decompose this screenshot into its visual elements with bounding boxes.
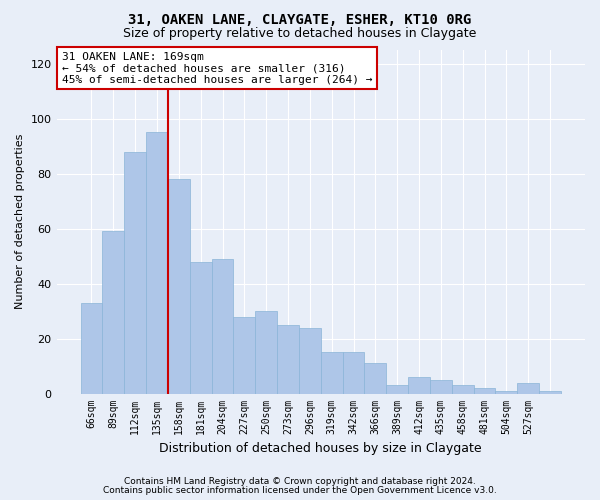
Bar [255,311,277,394]
Bar [146,132,168,394]
Bar [343,352,364,394]
Bar [430,380,452,394]
Text: Contains HM Land Registry data © Crown copyright and database right 2024.: Contains HM Land Registry data © Crown c… [124,477,476,486]
Bar [212,259,233,394]
Bar [539,391,561,394]
Bar [452,386,473,394]
Bar [103,232,124,394]
Bar [364,364,386,394]
Text: 31 OAKEN LANE: 169sqm
← 54% of detached houses are smaller (316)
45% of semi-det: 31 OAKEN LANE: 169sqm ← 54% of detached … [62,52,373,85]
Bar [321,352,343,394]
Bar [299,328,321,394]
Bar [168,179,190,394]
Bar [233,316,255,394]
Text: Size of property relative to detached houses in Claygate: Size of property relative to detached ho… [124,28,476,40]
Text: 31, OAKEN LANE, CLAYGATE, ESHER, KT10 0RG: 31, OAKEN LANE, CLAYGATE, ESHER, KT10 0R… [128,12,472,26]
Bar [496,391,517,394]
Text: Contains public sector information licensed under the Open Government Licence v3: Contains public sector information licen… [103,486,497,495]
Y-axis label: Number of detached properties: Number of detached properties [15,134,25,310]
Bar [80,303,103,394]
Bar [408,377,430,394]
X-axis label: Distribution of detached houses by size in Claygate: Distribution of detached houses by size … [160,442,482,455]
Bar [277,325,299,394]
Bar [124,152,146,394]
Bar [517,382,539,394]
Bar [386,386,408,394]
Bar [473,388,496,394]
Bar [190,262,212,394]
